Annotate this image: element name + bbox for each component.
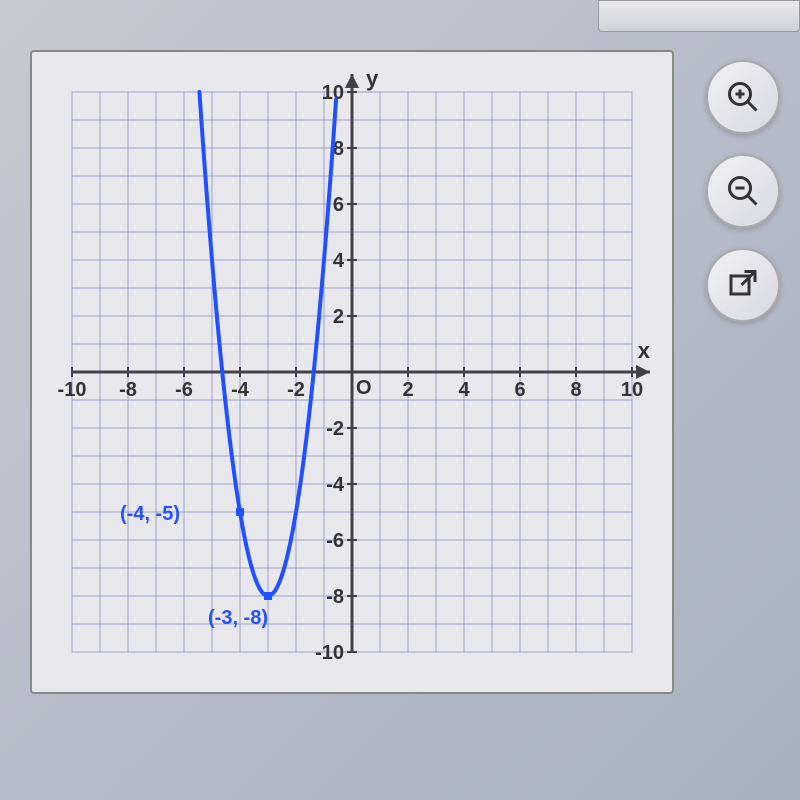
svg-text:4: 4 [458,379,470,401]
external-icon [725,267,761,303]
open-external-button[interactable] [706,248,780,322]
svg-text:O: O [356,377,372,399]
svg-text:-2: -2 [287,379,305,401]
graph-canvas: -10-8-6-4-2O246810246810-2-4-6-8-10xy(-4… [32,52,672,692]
svg-text:-10: -10 [315,642,344,664]
coordinate-graph: -10-8-6-4-2O246810246810-2-4-6-8-10xy(-4… [30,50,674,694]
zoom-in-icon [725,79,761,115]
svg-text:-8: -8 [119,379,137,401]
svg-text:(-4, -5): (-4, -5) [120,503,180,525]
svg-text:(-3, -8): (-3, -8) [208,607,268,629]
svg-text:y: y [366,66,379,91]
svg-text:-4: -4 [326,474,345,496]
zoom-out-button[interactable] [706,154,780,228]
svg-text:-4: -4 [231,379,250,401]
svg-text:x: x [638,338,651,363]
zoom-out-icon [725,173,761,209]
svg-text:6: 6 [333,194,344,216]
svg-text:10: 10 [621,379,643,401]
svg-text:10: 10 [322,82,344,104]
svg-text:-8: -8 [326,586,344,608]
svg-text:-6: -6 [326,530,344,552]
svg-text:4: 4 [333,250,345,272]
svg-text:-2: -2 [326,418,344,440]
svg-text:-10: -10 [58,379,87,401]
svg-text:2: 2 [402,379,413,401]
zoom-in-button[interactable] [706,60,780,134]
top-toolbar-fragment [598,0,800,32]
svg-text:8: 8 [570,379,581,401]
svg-text:6: 6 [514,379,525,401]
tool-button-stack [706,60,780,322]
svg-text:-6: -6 [175,379,193,401]
svg-text:2: 2 [333,306,344,328]
